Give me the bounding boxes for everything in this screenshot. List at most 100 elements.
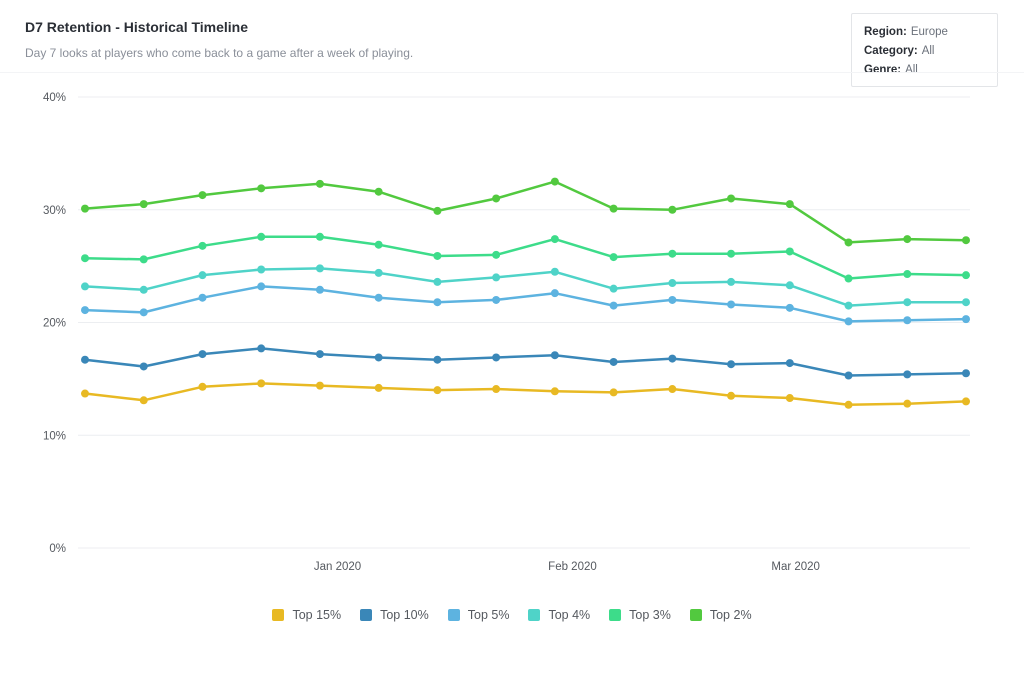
data-point: [492, 295, 501, 304]
data-point: [550, 387, 559, 396]
data-point: [844, 371, 853, 380]
data-point: [962, 271, 970, 280]
y-tick-label: 0%: [49, 543, 66, 555]
data-point: [257, 344, 266, 353]
data-point: [81, 282, 89, 291]
filter-genre: Genre: All: [864, 61, 985, 80]
data-point: [257, 282, 266, 291]
data-point: [844, 274, 853, 283]
legend-swatch: [528, 609, 541, 621]
data-point: [81, 254, 89, 263]
data-point: [785, 281, 794, 290]
data-point: [550, 289, 559, 298]
data-point: [550, 351, 559, 360]
data-point: [903, 316, 912, 325]
data-point: [492, 385, 501, 394]
data-point: [844, 317, 853, 326]
data-point: [727, 300, 736, 309]
data-point: [257, 379, 266, 388]
series-line-top-10-: [83, 347, 968, 377]
legend-item[interactable]: Top 10%: [360, 608, 429, 622]
data-point: [374, 268, 383, 277]
series-line-top-5-: [83, 285, 968, 323]
data-point: [844, 238, 853, 247]
data-point: [727, 360, 736, 369]
data-point: [727, 194, 736, 203]
filter-category: Category: All: [864, 42, 985, 61]
data-point: [903, 298, 912, 307]
header-divider: [0, 72, 1024, 73]
data-point: [198, 350, 207, 359]
legend-item[interactable]: Top 5%: [447, 608, 510, 622]
data-point: [433, 251, 442, 260]
legend-label: Top 15%: [292, 608, 342, 622]
legend-item[interactable]: Top 3%: [609, 608, 671, 622]
data-point: [962, 369, 970, 378]
data-point: [492, 250, 501, 259]
data-point: [257, 265, 266, 274]
data-point: [962, 236, 970, 245]
x-tick-label: Mar 2020: [771, 561, 820, 573]
legend-label: Top 5%: [467, 608, 510, 622]
data-point: [962, 315, 970, 324]
legend-label: Top 4%: [548, 608, 591, 622]
data-point: [139, 396, 148, 405]
data-point: [550, 267, 559, 276]
data-point: [609, 388, 618, 397]
data-point: [785, 359, 794, 368]
data-point: [374, 240, 383, 249]
legend-item[interactable]: Top 2%: [689, 608, 752, 622]
y-tick-label: 40%: [43, 92, 66, 104]
chart-subtitle: Day 7 looks at players who come back to …: [25, 46, 414, 60]
data-point: [727, 277, 736, 286]
data-point: [785, 247, 794, 256]
data-point: [668, 205, 677, 214]
data-point: [257, 232, 266, 241]
data-point: [668, 279, 677, 288]
data-point: [433, 355, 442, 364]
data-point: [668, 385, 677, 394]
filter-region-value: Europe: [910, 26, 948, 38]
legend-swatch: [447, 609, 460, 621]
data-point: [785, 200, 794, 209]
filter-region-label: Region:: [864, 26, 907, 38]
x-tick-label: Feb 2020: [548, 561, 597, 573]
legend-item[interactable]: Top 4%: [528, 608, 590, 622]
data-point: [433, 206, 442, 215]
retention-line-chart: 0% 10% 20% 30% 40% Jan 2020 Feb 2020 Mar 2020: [43, 92, 970, 573]
data-point: [903, 235, 912, 244]
series-line-top-3-: [83, 235, 968, 280]
filter-summary: Region: Europe Category: All Genre: All: [851, 13, 998, 87]
data-point: [609, 204, 618, 213]
x-tick-label: Jan 2020: [314, 561, 361, 573]
data-point: [139, 200, 148, 209]
data-point: [962, 298, 970, 307]
data-point: [81, 306, 89, 315]
data-point: [492, 194, 501, 203]
data-point: [198, 191, 207, 200]
data-point: [903, 370, 912, 379]
data-point: [81, 355, 89, 364]
data-point: [139, 362, 148, 371]
legend-swatch: [689, 609, 702, 621]
chart-legend: Top 15% Top 10% Top 5% Top 4% Top 3% Top 2%: [0, 608, 1024, 622]
y-tick-label: 20%: [43, 318, 66, 330]
data-point: [139, 308, 148, 317]
data-point: [785, 303, 794, 312]
filter-category-value: All: [921, 45, 935, 57]
filter-genre-label: Genre:: [864, 64, 902, 76]
data-point: [903, 399, 912, 408]
filter-category-label: Category:: [864, 45, 918, 57]
data-point: [198, 293, 207, 302]
data-point: [962, 397, 970, 406]
data-point: [198, 271, 207, 280]
legend-item[interactable]: Top 15%: [272, 608, 341, 622]
data-point: [844, 400, 853, 409]
data-point: [139, 255, 148, 264]
chart-title: D7 Retention - Historical Timeline: [25, 19, 249, 35]
data-point: [668, 354, 677, 363]
data-point: [315, 350, 324, 359]
data-point: [433, 386, 442, 395]
data-point: [374, 353, 383, 362]
data-point: [198, 241, 207, 250]
